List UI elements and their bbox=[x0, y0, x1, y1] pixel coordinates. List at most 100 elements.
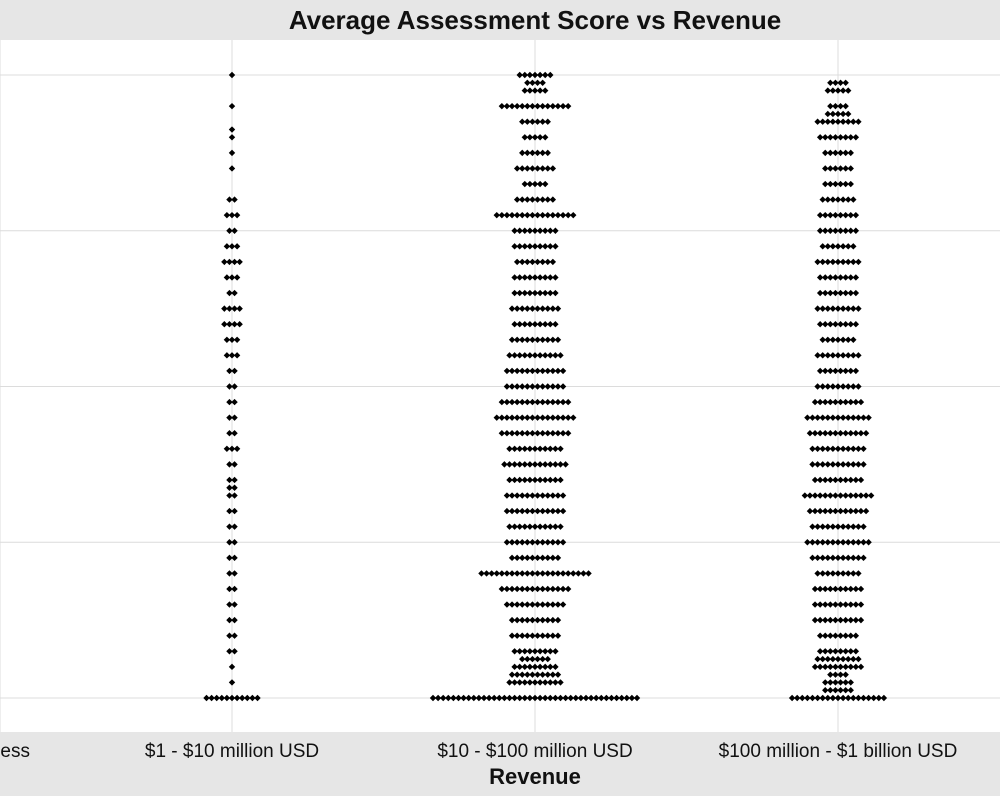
data-point bbox=[827, 227, 834, 234]
data-point bbox=[834, 445, 842, 452]
data-point bbox=[231, 476, 238, 484]
x-tick-label: $10 - $100 million USD bbox=[437, 741, 632, 762]
data-point bbox=[508, 102, 516, 110]
data-point bbox=[539, 414, 546, 421]
data-point bbox=[228, 102, 236, 110]
data-point bbox=[554, 601, 562, 608]
data-point bbox=[814, 539, 821, 546]
data-point bbox=[223, 445, 231, 452]
data-point bbox=[508, 492, 516, 499]
data-point bbox=[534, 149, 541, 157]
data-point bbox=[498, 102, 506, 110]
data-point bbox=[233, 336, 241, 343]
data-point bbox=[834, 87, 842, 94]
data-point bbox=[511, 679, 518, 686]
data-point bbox=[837, 289, 844, 297]
data-point bbox=[867, 492, 875, 499]
data-point bbox=[829, 539, 837, 546]
data-point bbox=[529, 570, 536, 577]
data-point bbox=[485, 694, 493, 702]
data-point bbox=[587, 694, 595, 702]
data-point bbox=[508, 601, 516, 608]
data-point bbox=[850, 539, 857, 546]
data-point bbox=[852, 211, 860, 219]
data-point bbox=[557, 461, 564, 468]
data-point bbox=[842, 671, 849, 678]
data-point bbox=[819, 523, 826, 530]
data-point bbox=[824, 694, 831, 702]
data-point bbox=[231, 648, 238, 655]
data-point bbox=[524, 492, 531, 499]
data-point bbox=[223, 211, 231, 219]
data-point bbox=[837, 648, 844, 655]
data-point bbox=[855, 445, 862, 452]
data-point bbox=[613, 694, 620, 702]
data-point bbox=[506, 523, 513, 530]
data-point bbox=[608, 694, 615, 702]
data-point bbox=[814, 554, 821, 562]
data-point bbox=[542, 274, 549, 281]
data-point bbox=[564, 570, 572, 577]
data-point bbox=[531, 445, 539, 452]
data-point bbox=[531, 352, 539, 359]
data-point bbox=[226, 430, 233, 437]
data-point bbox=[837, 367, 844, 375]
data-point bbox=[845, 87, 852, 94]
data-point bbox=[542, 648, 549, 655]
data-point bbox=[824, 570, 831, 577]
data-point bbox=[544, 507, 551, 515]
data-point bbox=[488, 570, 495, 577]
data-point bbox=[526, 648, 534, 655]
data-point bbox=[842, 102, 849, 110]
data-point bbox=[829, 352, 837, 359]
data-point bbox=[557, 523, 564, 530]
data-point bbox=[511, 523, 518, 530]
data-point bbox=[827, 601, 834, 608]
data-point bbox=[839, 196, 847, 203]
data-point bbox=[845, 243, 852, 250]
data-point bbox=[529, 414, 536, 421]
data-point bbox=[816, 616, 824, 624]
data-point bbox=[824, 655, 831, 663]
data-point bbox=[521, 476, 528, 484]
data-point bbox=[852, 663, 860, 671]
data-point bbox=[862, 507, 870, 515]
data-point bbox=[827, 663, 834, 671]
data-point bbox=[845, 118, 852, 125]
data-point bbox=[845, 539, 852, 546]
data-point bbox=[521, 679, 528, 686]
data-point bbox=[511, 648, 518, 655]
data-point bbox=[544, 655, 551, 663]
data-point bbox=[819, 570, 826, 577]
data-point bbox=[847, 227, 854, 234]
data-point bbox=[470, 694, 477, 702]
data-point bbox=[824, 196, 831, 203]
data-point bbox=[564, 585, 572, 593]
data-point bbox=[580, 570, 587, 577]
data-point bbox=[511, 321, 518, 328]
data-point bbox=[819, 655, 826, 663]
data-point bbox=[513, 507, 521, 515]
data-point bbox=[493, 414, 500, 421]
data-point bbox=[460, 694, 467, 702]
data-point bbox=[814, 523, 821, 530]
data-point bbox=[829, 336, 837, 343]
data-point bbox=[618, 694, 625, 702]
data-point bbox=[847, 134, 854, 141]
data-point bbox=[223, 336, 231, 343]
data-point bbox=[822, 211, 829, 219]
data-point bbox=[516, 694, 523, 702]
data-point bbox=[814, 305, 821, 312]
data-point bbox=[226, 383, 233, 390]
data-point bbox=[582, 694, 590, 702]
data-point bbox=[524, 601, 531, 608]
data-point bbox=[536, 523, 544, 530]
data-point bbox=[827, 585, 834, 593]
data-point bbox=[827, 492, 834, 499]
data-point bbox=[524, 570, 531, 577]
data-point bbox=[554, 305, 562, 312]
data-point bbox=[822, 134, 829, 141]
data-point bbox=[837, 149, 844, 157]
data-point bbox=[524, 79, 531, 86]
data-point bbox=[809, 461, 816, 468]
